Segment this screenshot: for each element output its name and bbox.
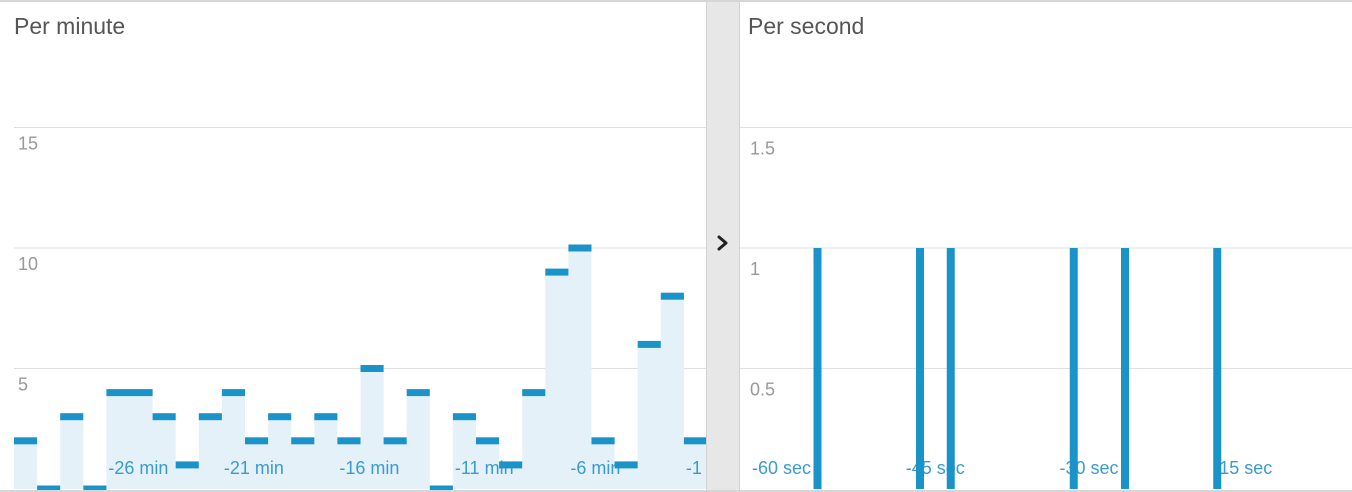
- data-point-bar: [314, 413, 338, 421]
- chevron-right-icon: [717, 235, 728, 251]
- data-point-bar: [337, 437, 361, 445]
- y-tick-label: 1.5: [750, 139, 775, 159]
- data-point-bar: [499, 461, 523, 469]
- per-second-title: Per second: [748, 13, 865, 39]
- data-point-bar: [60, 413, 84, 421]
- data-point-bar: [129, 389, 153, 397]
- data-point-bar: [291, 437, 315, 445]
- data-point-bar: [683, 437, 706, 445]
- x-tick-label: -30 sec: [1060, 458, 1119, 478]
- x-tick-label: -15 sec: [1213, 458, 1272, 478]
- data-point-bar: [637, 340, 661, 348]
- per-second-chart: 0.5 1 1.5 -60 sec -45 sec -30 sec -15 sec: [740, 127, 1352, 489]
- data-bar: [916, 248, 924, 489]
- data-bar: [946, 248, 955, 489]
- data-point-bar: [545, 268, 569, 276]
- data-point-bar: [383, 437, 407, 445]
- data-point-bar: [152, 413, 176, 421]
- x-tick-label: -11 min: [455, 458, 514, 478]
- data-point-bar: [268, 413, 292, 421]
- x-tick-label: -1: [686, 458, 702, 478]
- series-area: [14, 248, 706, 489]
- data-point-bar: [452, 413, 476, 421]
- data-point-bar: [614, 461, 638, 469]
- data-point-bar: [245, 437, 269, 445]
- x-tick-label: -60 sec: [752, 458, 811, 478]
- data-point-bar: [591, 437, 615, 445]
- data-point-bar: [175, 461, 199, 469]
- x-tick-label: -21 min: [224, 458, 284, 478]
- data-point-bar: [198, 413, 222, 421]
- x-tick-label: -26 min: [108, 458, 168, 478]
- data-point-bar: [14, 437, 38, 445]
- x-tick-label: -6 min: [570, 458, 620, 478]
- data-point-bar: [568, 244, 592, 252]
- data-bar: [1069, 248, 1078, 489]
- data-point-bar: [660, 292, 684, 300]
- bottom-border: [0, 490, 1352, 492]
- data-point-bar: [221, 389, 245, 397]
- data-point-bar: [360, 365, 384, 372]
- y-tick-label: 1: [750, 259, 760, 279]
- data-bar: [1121, 248, 1129, 489]
- per-minute-title: Per minute: [14, 13, 126, 39]
- y-tick-label: 0.5: [750, 380, 775, 400]
- x-tick-label: -45 sec: [906, 458, 965, 478]
- data-bar: [1213, 248, 1222, 489]
- per-minute-chart: 5 10 15 -26 min -21 min -16 min -11 min -6 min -…: [14, 127, 706, 492]
- data-bar: [813, 248, 822, 489]
- per-minute-panel: 5 10 15 -26 min -21 min -16 min -11 min -6 min -…: [0, 2, 706, 492]
- y-tick-label: 5: [18, 375, 28, 395]
- data-point-bar: [37, 485, 61, 492]
- x-tick-label: -16 min: [339, 458, 399, 478]
- data-point-bar: [406, 389, 430, 397]
- panel-divider-toggle[interactable]: [706, 2, 740, 492]
- y-tick-label: 10: [18, 254, 38, 274]
- data-point-bar: [522, 389, 546, 397]
- per-second-panel: 0.5 1 1.5 -60 sec -45 sec -30 sec -15 sec Per …: [740, 2, 1352, 492]
- data-point-bar: [83, 485, 107, 492]
- data-point-bar: [429, 485, 453, 492]
- data-point-bar: [106, 389, 130, 397]
- data-point-bar: [476, 437, 500, 445]
- y-tick-label: 15: [18, 134, 38, 154]
